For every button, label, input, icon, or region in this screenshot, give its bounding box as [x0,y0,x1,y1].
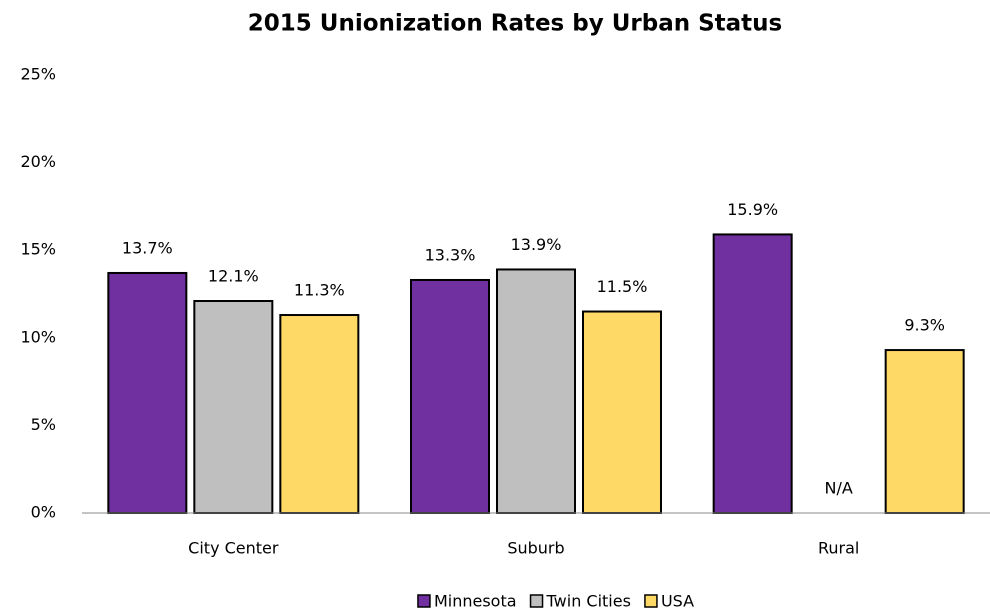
bar [107,271,188,515]
data-label: 13.3% [425,245,476,264]
data-label: 11.5% [597,277,648,296]
bar [712,233,793,514]
bar [279,314,360,514]
legend-swatch [644,594,658,608]
data-label: 9.3% [904,316,945,335]
bar [884,349,965,514]
data-label: 12.1% [208,267,259,286]
data-label: 13.7% [122,238,173,257]
bar [496,268,576,514]
legend-label: Twin Cities [546,592,631,611]
bar [582,310,662,514]
bar [193,300,274,514]
data-label: 11.3% [294,281,345,300]
y-tick-label: 10% [20,327,56,346]
legend-label: Minnesota [434,592,517,611]
y-tick-label: 15% [20,240,56,259]
bar [410,278,490,515]
y-tick-label: 0% [31,503,56,522]
data-label: N/A [825,479,853,498]
legend-swatch [529,594,544,608]
y-tick-label: 25% [20,65,56,84]
x-tick-label: Rural [818,539,859,558]
chart-title: 2015 Unionization Rates by Urban Status [248,11,783,37]
legend-swatch [417,594,431,608]
y-tick-label: 20% [20,152,56,171]
x-tick-label: Suburb [507,539,564,558]
y-tick-label: 5% [31,415,56,434]
data-label: 15.9% [727,200,778,219]
x-tick-label: City Center [188,539,279,558]
data-label: 13.9% [511,235,562,254]
legend-label: USA [661,592,694,611]
